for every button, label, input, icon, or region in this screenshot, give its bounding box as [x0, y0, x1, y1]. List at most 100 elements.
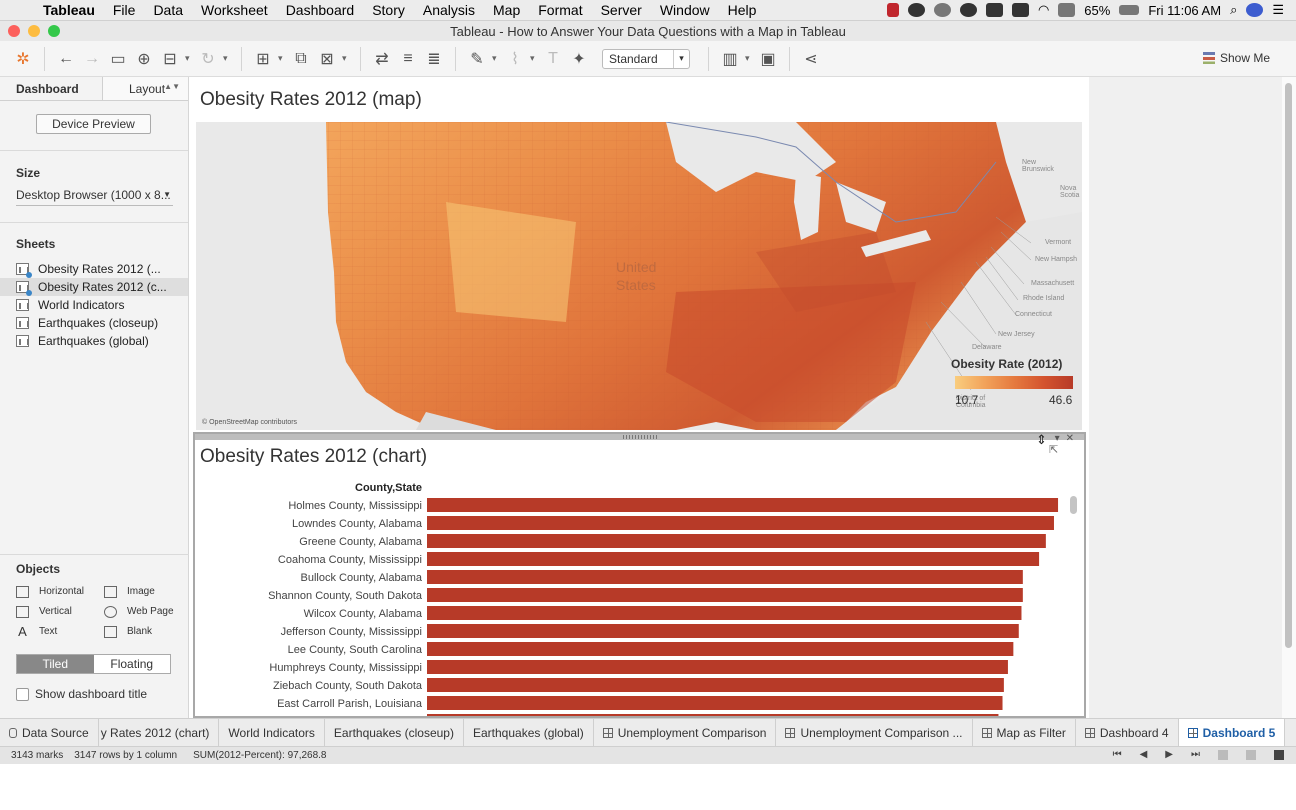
cloud-icon[interactable]: [933, 3, 951, 17]
show-title-checkbox[interactable]: [16, 687, 29, 701]
share-icon[interactable]: ⋖: [804, 50, 818, 68]
chevron-down-icon[interactable]: ▾: [492, 53, 497, 63]
canvas-scrollbar[interactable]: [1282, 77, 1296, 718]
wifi-icon[interactable]: ◠: [1037, 2, 1050, 17]
menu-server[interactable]: Server: [600, 2, 642, 18]
menu-window[interactable]: Window: [659, 2, 710, 18]
presentation-mode-icon[interactable]: ▣: [760, 50, 776, 68]
chart-scrollbar-thumb[interactable]: [1070, 496, 1077, 514]
tab-dashboard[interactable]: Dashboard 4: [1076, 718, 1179, 747]
object-blank[interactable]: Blank: [104, 624, 184, 639]
show-cards-icon[interactable]: ▥: [722, 50, 738, 68]
tab-sheet[interactable]: y Rates 2012 (chart): [99, 718, 220, 747]
chevron-down-icon[interactable]: ▾: [278, 53, 283, 63]
sync-icon[interactable]: [907, 3, 925, 17]
obesity-map[interactable]: United States New Brunswick Nova Scotia …: [196, 122, 1082, 430]
tab-sheet[interactable]: Earthquakes (global): [464, 718, 594, 747]
menu-dashboard[interactable]: Dashboard: [285, 2, 355, 18]
legend-title[interactable]: Obesity Rate (2012): [951, 357, 1063, 371]
chart-zone[interactable]: ▾ ✕: [193, 432, 1086, 718]
sheet-item-obesity-chart[interactable]: Obesity Rates 2012 (c...: [0, 278, 188, 296]
sheet-item-obesity-map[interactable]: Obesity Rates 2012 (...: [0, 260, 188, 278]
menu-data[interactable]: Data: [153, 2, 184, 18]
tab-dashboard-active[interactable]: Dashboard 5: [1178, 718, 1286, 747]
chevron-down-icon[interactable]: ▾: [223, 53, 228, 63]
undo-icon[interactable]: ←: [58, 49, 74, 67]
next-sheet-icon[interactable]: ▶: [1165, 749, 1173, 760]
redo-icon[interactable]: →: [84, 49, 100, 67]
close-window-button[interactable]: [8, 25, 20, 37]
floating-button[interactable]: Floating: [93, 655, 170, 673]
chevron-down-icon[interactable]: ▾: [342, 53, 347, 63]
chevron-down-icon[interactable]: ▾: [745, 53, 750, 63]
notification-center-icon[interactable]: ☰: [1272, 2, 1284, 17]
chevron-down-icon[interactable]: ▾: [530, 53, 535, 63]
show-mark-labels-icon[interactable]: T: [548, 49, 558, 67]
sheet-item-earthquakes-global[interactable]: Earthquakes (global): [0, 332, 188, 350]
fit-select[interactable]: Standard ▾: [602, 48, 690, 69]
menu-map[interactable]: Map: [493, 2, 521, 18]
refresh-icon[interactable]: ↻: [201, 50, 215, 68]
drag-handle-icon[interactable]: [623, 435, 657, 439]
menu-file[interactable]: File: [112, 2, 136, 18]
object-text[interactable]: A Text: [16, 624, 104, 639]
filmstrip-icon[interactable]: [1246, 749, 1256, 760]
tab-dashboard[interactable]: Dashboard: [0, 77, 103, 100]
map-copyright[interactable]: © OpenStreetMap contributors: [202, 419, 298, 426]
duplicate-sheet-icon[interactable]: ⧉: [295, 49, 307, 67]
zone-menu-icon[interactable]: ▾: [1054, 433, 1060, 444]
tab-dashboard[interactable]: Unemployment Comparison: [594, 718, 777, 747]
tab-sheet[interactable]: Earthquakes (closeup): [325, 718, 464, 747]
battery-percent[interactable]: 65%: [1084, 2, 1111, 18]
close-icon[interactable]: ✕: [1065, 433, 1074, 444]
last-sheet-icon[interactable]: ⏭: [1191, 749, 1200, 760]
sort-ascending-icon[interactable]: ≡: [403, 49, 413, 67]
first-sheet-icon[interactable]: ⏮: [1112, 749, 1122, 760]
clear-sheet-icon[interactable]: ⊠: [320, 50, 334, 68]
sheet-item-earthquakes-closeup[interactable]: Earthquakes (closeup): [0, 314, 188, 332]
tabs-view-icon[interactable]: [1274, 749, 1284, 760]
chevron-down-icon[interactable]: ▾: [185, 53, 190, 63]
highlight-icon[interactable]: ✎: [470, 50, 484, 68]
tab-sheet[interactable]: World Indicators: [219, 718, 325, 747]
fix-axes-icon[interactable]: ✦: [572, 50, 586, 68]
menu-analysis[interactable]: Analysis: [422, 2, 476, 18]
zone-drag-bar[interactable]: [195, 434, 1084, 440]
object-image[interactable]: Image: [104, 584, 184, 599]
go-to-sheet-icon[interactable]: ⇱: [1049, 444, 1059, 456]
show-me-button[interactable]: Show Me: [1202, 51, 1270, 65]
battery-icon[interactable]: [1119, 5, 1140, 15]
new-worksheet-icon[interactable]: ⊞: [256, 50, 270, 68]
zoom-window-button[interactable]: [48, 25, 60, 37]
column-header[interactable]: County,State: [355, 482, 423, 494]
globe-icon[interactable]: [959, 3, 977, 17]
size-select[interactable]: Desktop Browser (1000 x 8... ▼: [16, 188, 173, 206]
tab-layout[interactable]: Layout ▲▼: [103, 77, 188, 100]
menu-story[interactable]: Story: [372, 2, 405, 18]
pause-updates-icon[interactable]: ⊟: [163, 50, 177, 68]
menu-worksheet[interactable]: Worksheet: [201, 2, 268, 18]
prev-sheet-icon[interactable]: ◀: [1139, 749, 1148, 760]
object-web-page[interactable]: Web Page: [104, 604, 184, 619]
new-data-source-icon[interactable]: ⊕: [137, 50, 151, 68]
spotlight-search-icon[interactable]: ⌕: [1230, 2, 1238, 17]
shield-icon[interactable]: [985, 3, 1003, 17]
show-dashboard-title[interactable]: Show dashboard title: [16, 687, 189, 701]
tab-dashboard[interactable]: Unemployment Comparison ...: [776, 718, 973, 747]
sheet-item-world-indicators[interactable]: World Indicators: [0, 296, 188, 314]
sheet-sorter-icon[interactable]: [1218, 749, 1228, 760]
scrollbar-thumb[interactable]: [1285, 83, 1292, 648]
tab-data-source[interactable]: Data Source: [0, 718, 99, 747]
menu-app-name[interactable]: Tableau: [43, 2, 95, 18]
device-preview-button[interactable]: Device Preview: [36, 114, 151, 134]
siri-icon[interactable]: [1246, 3, 1264, 17]
display-icon[interactable]: [1058, 3, 1076, 17]
app-tray-icon[interactable]: [886, 3, 899, 17]
menu-format[interactable]: Format: [538, 2, 583, 18]
home-icon[interactable]: [1011, 3, 1029, 17]
minimize-window-button[interactable]: [28, 25, 40, 37]
sort-descending-icon[interactable]: ≣: [427, 50, 441, 68]
menu-help[interactable]: Help: [727, 2, 757, 18]
tableau-logo-icon[interactable]: ✲: [16, 50, 30, 68]
object-horizontal[interactable]: Horizontal: [16, 584, 104, 599]
